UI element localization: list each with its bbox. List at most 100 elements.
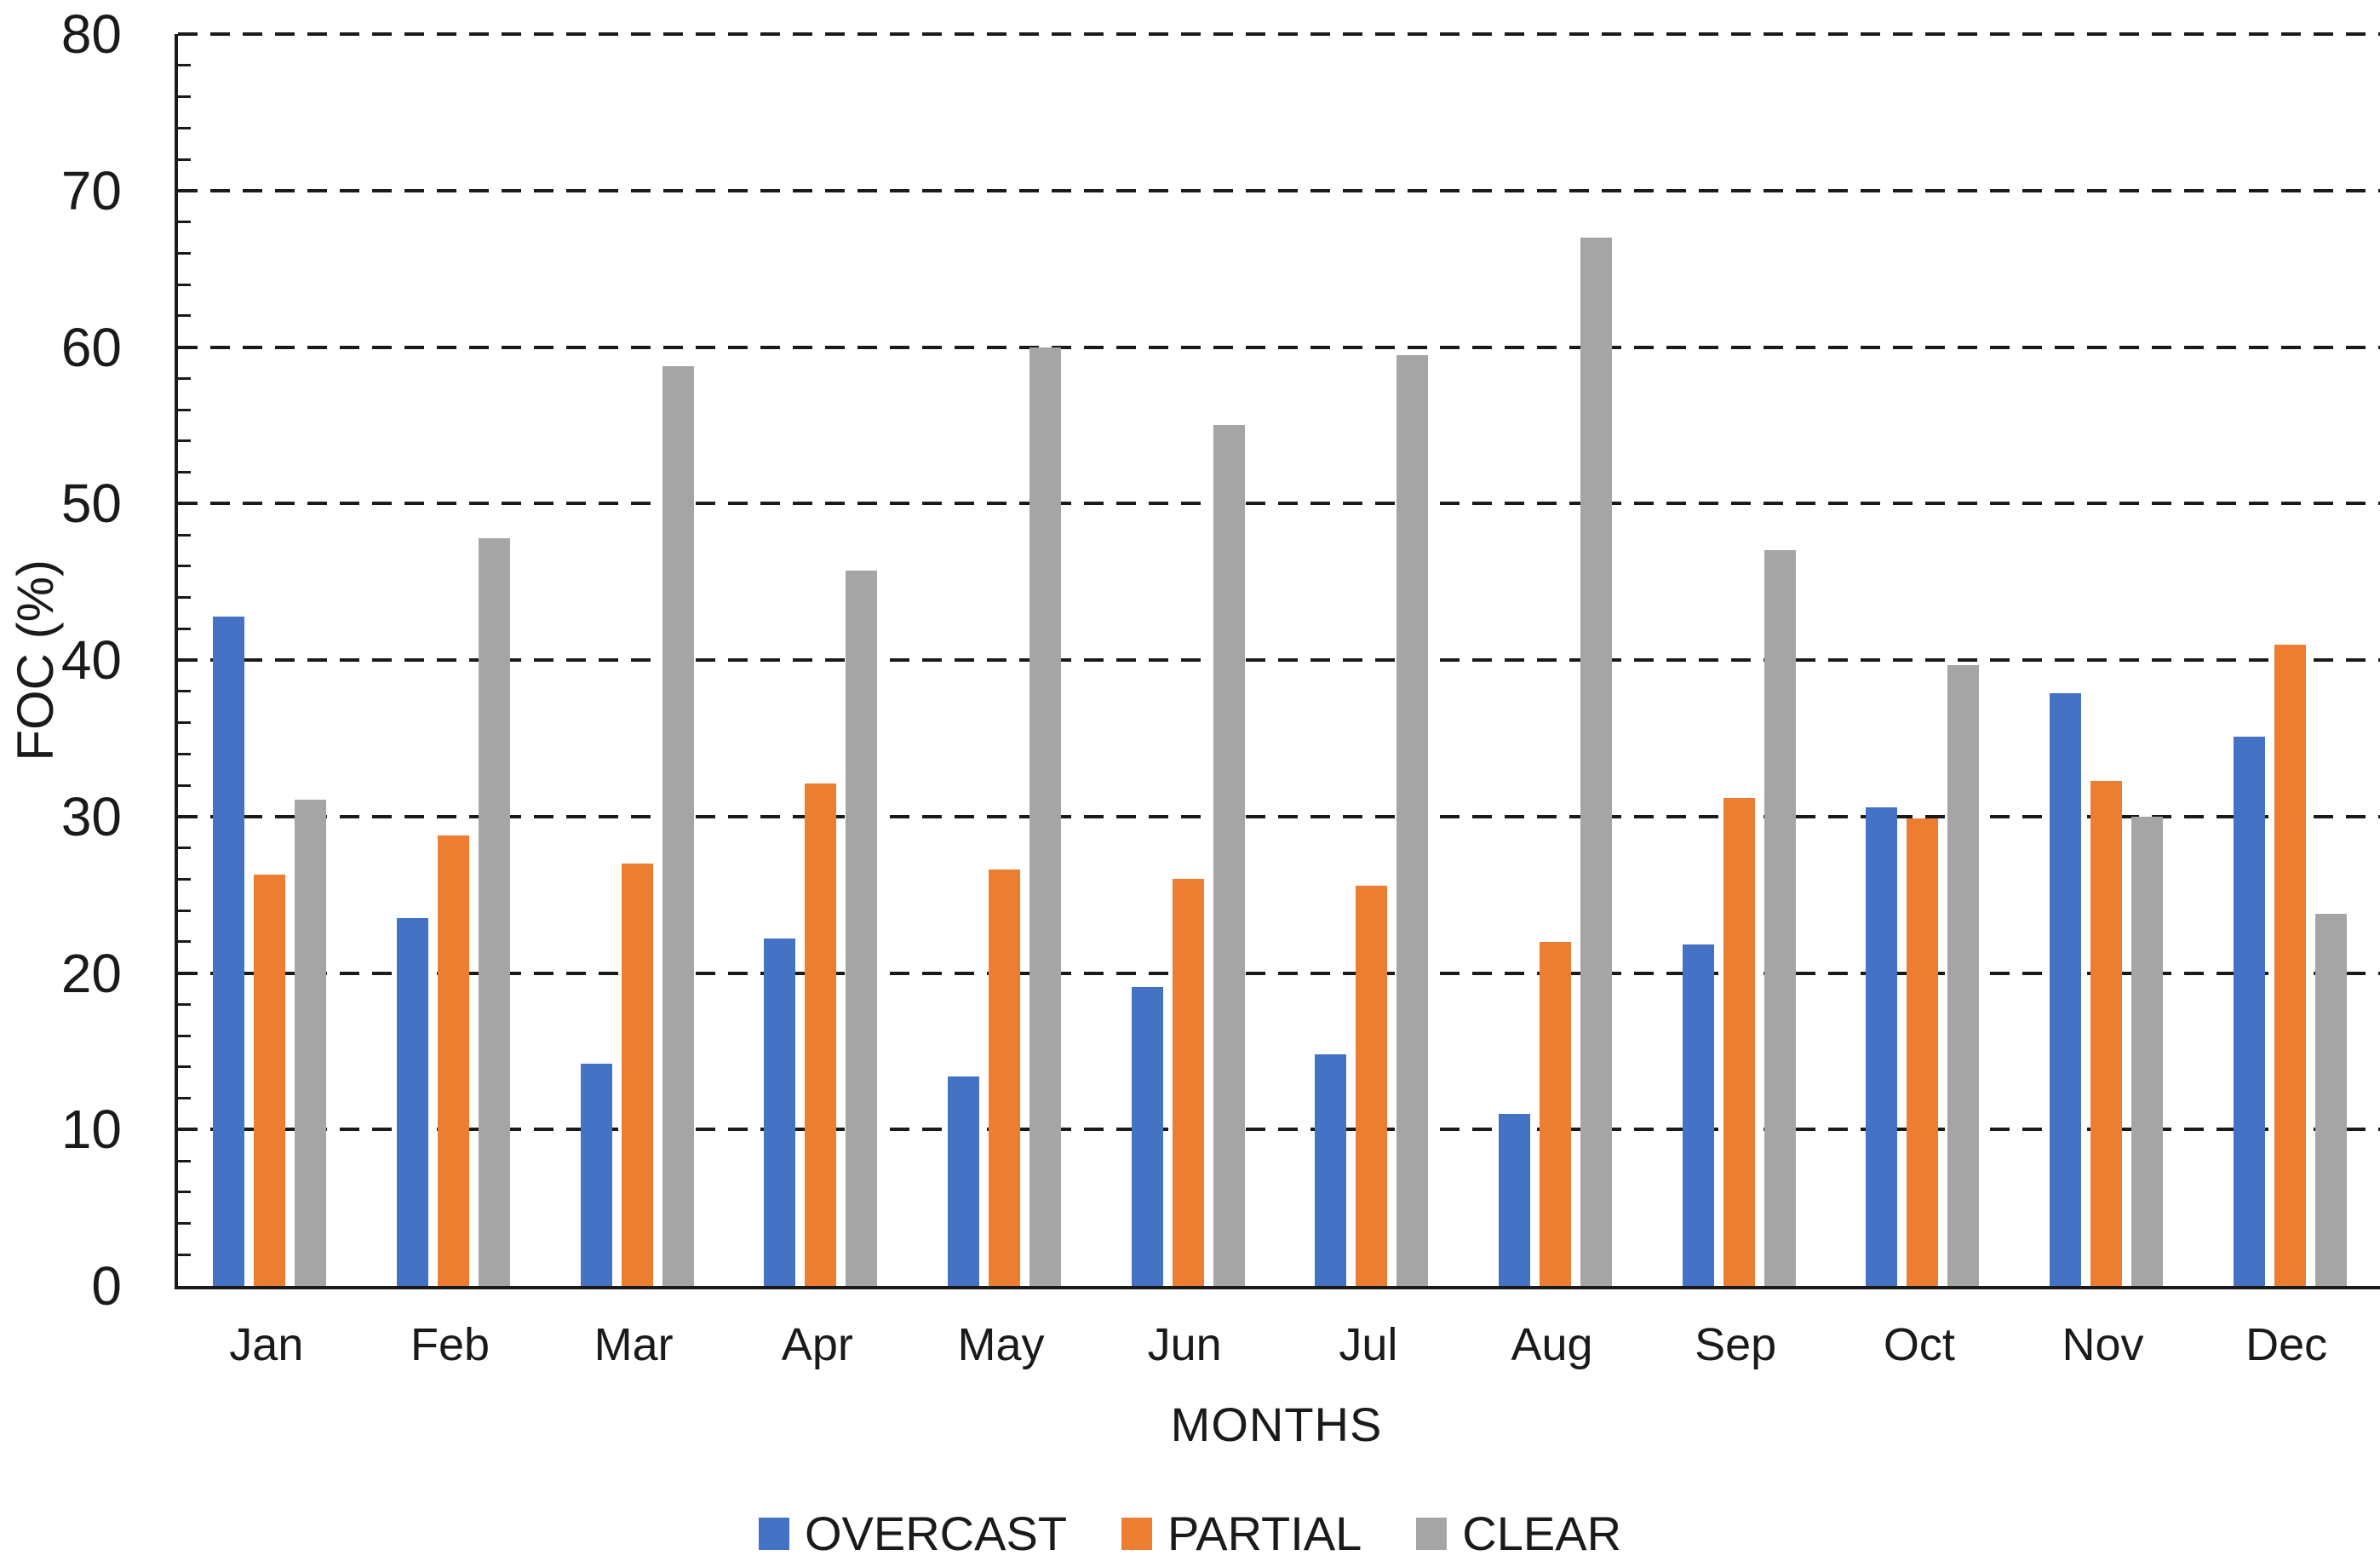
y-axis-minor-tick <box>178 314 191 318</box>
bar-jan-overcast <box>213 616 245 1286</box>
bar-nov-clear <box>2131 816 2163 1286</box>
y-axis-minor-tick <box>178 95 191 98</box>
y-axis-minor-tick <box>178 847 191 849</box>
x-tick-label-dec: Dec <box>2245 1319 2328 1370</box>
bar-jun-overcast <box>1131 987 1163 1286</box>
y-axis-minor-tick <box>178 221 191 223</box>
bar-may-overcast <box>948 1076 979 1286</box>
y-axis-minor-tick <box>178 784 191 787</box>
y-axis-minor-tick <box>178 64 191 67</box>
y-axis-minor-tick <box>178 439 191 443</box>
legend-label-clear: CLEAR <box>1462 1507 1622 1560</box>
legend-swatch-partial <box>1121 1517 1153 1550</box>
bar-dec-overcast <box>2233 737 2265 1286</box>
bar-aug-partial <box>1540 941 1571 1286</box>
y-tick-label-60: 60 <box>60 316 122 378</box>
y-tick-label-50: 50 <box>60 473 122 535</box>
bar-oct-clear <box>1947 664 1980 1286</box>
y-tick-label-40: 40 <box>60 629 122 691</box>
bar-mar-clear <box>662 365 694 1286</box>
y-tick-label-10: 10 <box>60 1099 122 1161</box>
bar-apr-partial <box>805 784 837 1286</box>
bar-mar-partial <box>621 863 653 1286</box>
bar-oct-overcast <box>1866 806 1898 1286</box>
x-tick-label-apr: Apr <box>781 1319 853 1370</box>
bar-jan-clear <box>295 799 327 1286</box>
y-tick-label-0: 0 <box>91 1255 122 1317</box>
y-axis-minor-tick <box>178 565 191 568</box>
bar-apr-clear <box>846 571 878 1286</box>
bar-dec-clear <box>2314 913 2347 1286</box>
bar-jul-clear <box>1396 354 1429 1286</box>
y-axis-minor-tick <box>178 627 191 630</box>
legend-swatch-overcast <box>758 1517 789 1550</box>
bar-jun-clear <box>1213 425 1245 1286</box>
legend-item-overcast: OVERCAST <box>758 1506 1068 1561</box>
legend-item-clear: CLEAR <box>1416 1506 1621 1561</box>
bar-apr-overcast <box>764 938 796 1286</box>
bar-sep-clear <box>1763 550 1796 1286</box>
gridline-y70 <box>178 188 2380 192</box>
y-axis-minor-tick <box>178 1159 191 1162</box>
bar-jul-overcast <box>1315 1054 1347 1286</box>
y-axis-minor-tick <box>178 596 191 599</box>
y-axis-minor-tick <box>178 877 191 881</box>
gridline-y60 <box>178 345 2380 349</box>
x-tick-label-may: May <box>957 1319 1045 1370</box>
x-axis-title: MONTHS <box>1170 1398 1383 1451</box>
y-axis-minor-tick <box>178 1002 191 1006</box>
x-tick-label-mar: Mar <box>594 1319 674 1370</box>
y-axis-minor-tick <box>178 752 191 755</box>
legend-swatch-clear <box>1416 1517 1448 1550</box>
x-tick-label-jun: Jun <box>1147 1319 1222 1370</box>
y-axis-minor-tick <box>178 251 191 255</box>
y-axis-minor-tick <box>178 126 191 129</box>
bar-jul-partial <box>1356 885 1388 1286</box>
x-tick-label-jul: Jul <box>1339 1319 1398 1370</box>
y-axis-minor-tick <box>178 376 191 380</box>
y-axis-minor-tick <box>178 533 191 537</box>
y-tick-label-70: 70 <box>60 159 122 221</box>
bar-sep-overcast <box>1682 944 1714 1286</box>
y-axis-minor-tick <box>178 283 191 286</box>
legend-label-partial: PARTIAL <box>1167 1507 1362 1560</box>
bar-oct-partial <box>1907 818 1939 1286</box>
y-axis-minor-tick <box>178 1065 191 1069</box>
bar-dec-partial <box>2274 644 2306 1286</box>
legend: OVERCAST PARTIAL CLEAR <box>0 1506 2380 1561</box>
y-axis-minor-tick <box>178 1253 191 1256</box>
y-axis-minor-tick <box>178 408 191 411</box>
gridline-y40 <box>178 658 2380 662</box>
bar-jan-partial <box>254 874 286 1286</box>
y-axis-minor-tick <box>178 1034 191 1037</box>
gridline-y50 <box>178 502 2380 506</box>
bar-aug-overcast <box>1499 1113 1530 1286</box>
y-axis-minor-tick <box>178 721 191 724</box>
bar-feb-overcast <box>397 918 428 1286</box>
bar-nov-overcast <box>2050 692 2081 1286</box>
bar-mar-overcast <box>580 1064 612 1286</box>
gridline-y30 <box>178 814 2380 818</box>
x-tick-label-nov: Nov <box>2062 1319 2144 1370</box>
bar-aug-clear <box>1580 237 1612 1286</box>
x-tick-label-aug: Aug <box>1511 1319 1593 1370</box>
bar-feb-partial <box>438 835 469 1286</box>
x-tick-label-feb: Feb <box>410 1319 490 1370</box>
y-axis-minor-tick <box>178 940 191 944</box>
bar-jun-partial <box>1172 879 1204 1286</box>
gridline-y20 <box>178 971 2380 975</box>
bar-feb-clear <box>479 537 510 1286</box>
gridline-y10 <box>178 1128 2380 1132</box>
y-axis-minor-tick <box>178 909 191 912</box>
y-tick-label-20: 20 <box>60 942 122 1004</box>
x-tick-label-jan: Jan <box>229 1319 304 1370</box>
plot-area <box>175 32 2380 1289</box>
legend-item-partial: PARTIAL <box>1121 1506 1362 1561</box>
y-tick-label-80: 80 <box>60 3 122 65</box>
legend-label-overcast: OVERCAST <box>804 1507 1068 1560</box>
x-tick-label-sep: Sep <box>1695 1319 1777 1370</box>
y-tick-label-30: 30 <box>60 785 122 847</box>
bar-may-clear <box>1029 347 1061 1286</box>
gridline-y80 <box>178 32 2380 36</box>
